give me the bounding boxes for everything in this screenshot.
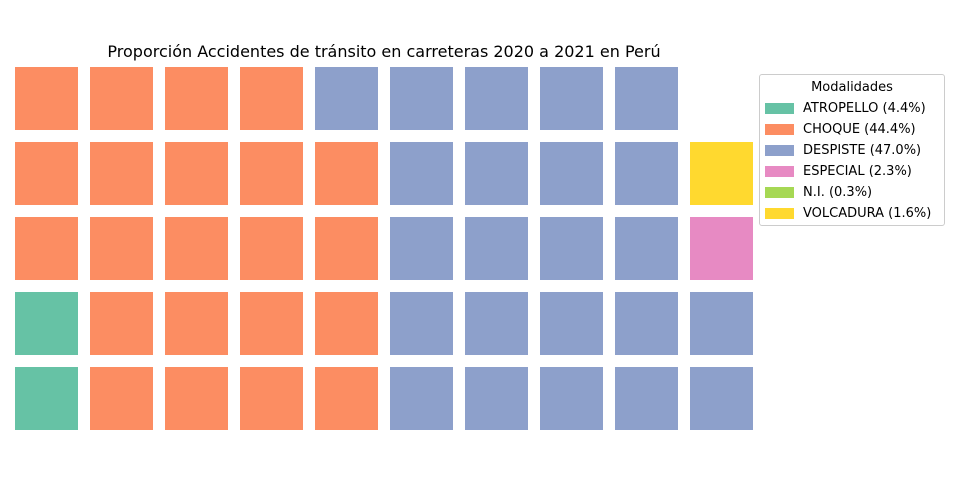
legend-label: ESPECIAL (2.3%) [803, 163, 912, 179]
waffle-square-despiste [540, 217, 603, 280]
waffle-square-despiste [465, 292, 528, 355]
waffle-square-despiste [465, 367, 528, 430]
waffle-square-choque [165, 67, 228, 130]
waffle-square-despiste [390, 67, 453, 130]
waffle-square-choque [240, 367, 303, 430]
waffle-square-despiste [690, 292, 753, 355]
waffle-square-atropello [15, 367, 78, 430]
waffle-square-choque [165, 367, 228, 430]
legend-swatch [765, 144, 794, 156]
waffle-square-despiste [540, 67, 603, 130]
waffle-square-choque [240, 142, 303, 205]
waffle-square-despiste [540, 292, 603, 355]
waffle-square-despiste [390, 142, 453, 205]
legend: Modalidades ATROPELLO (4.4%) CHOQUE (44.… [759, 74, 945, 226]
waffle-square-despiste [615, 292, 678, 355]
legend-label: N.I. (0.3%) [803, 184, 873, 200]
waffle-square-choque [165, 142, 228, 205]
waffle-square-choque [90, 67, 153, 130]
waffle-square-despiste [615, 367, 678, 430]
waffle-square-despiste [615, 67, 678, 130]
chart-title: Proporción Accidentes de tránsito en car… [107, 42, 661, 61]
waffle-square-choque [240, 67, 303, 130]
waffle-square-despiste [465, 217, 528, 280]
waffle-square-choque [165, 217, 228, 280]
waffle-square-despiste [390, 367, 453, 430]
waffle-square-despiste [390, 292, 453, 355]
legend-swatch [765, 102, 794, 114]
legend-swatch [765, 207, 794, 219]
waffle-square-choque [15, 67, 78, 130]
legend-label: VOLCADURA (1.6%) [803, 205, 932, 221]
legend-item-ni: N.I. (0.3%) [765, 183, 872, 201]
waffle-square-despiste [315, 67, 378, 130]
waffle-square-despiste [540, 367, 603, 430]
waffle-square-choque [315, 142, 378, 205]
waffle-square-choque [240, 292, 303, 355]
waffle-square-despiste [465, 67, 528, 130]
legend-title: Modalidades [811, 80, 893, 95]
waffle-square-despiste [615, 217, 678, 280]
waffle-square-despiste [465, 142, 528, 205]
waffle-square-choque [90, 142, 153, 205]
legend-swatch [765, 186, 794, 198]
legend-item-despiste: DESPISTE (47.0%) [765, 141, 921, 159]
waffle-square-choque [90, 292, 153, 355]
waffle-square-especial [690, 217, 753, 280]
waffle-square-volcadura [690, 142, 753, 205]
legend-swatch [765, 123, 794, 135]
legend-label: DESPISTE (47.0%) [803, 142, 922, 158]
waffle-square-choque [15, 217, 78, 280]
legend-label: ATROPELLO (4.4%) [803, 100, 926, 116]
waffle-square-choque [315, 367, 378, 430]
legend-label: CHOQUE (44.4%) [803, 121, 916, 137]
waffle-square-choque [90, 367, 153, 430]
waffle-square-despiste [390, 217, 453, 280]
waffle-square-choque [315, 217, 378, 280]
waffle-square-atropello [15, 292, 78, 355]
legend-item-choque: CHOQUE (44.4%) [765, 120, 916, 138]
waffle-square-despiste [615, 142, 678, 205]
waffle-square-choque [240, 217, 303, 280]
waffle-square-choque [165, 292, 228, 355]
legend-item-especial: ESPECIAL (2.3%) [765, 162, 912, 180]
legend-item-volcadura: VOLCADURA (1.6%) [765, 204, 931, 222]
waffle-square-choque [90, 217, 153, 280]
legend-swatch [765, 165, 794, 177]
legend-item-atropello: ATROPELLO (4.4%) [765, 99, 926, 117]
waffle-square-despiste [540, 142, 603, 205]
waffle-square-despiste [690, 367, 753, 430]
waffle-square-choque [15, 142, 78, 205]
waffle-square-choque [315, 292, 378, 355]
